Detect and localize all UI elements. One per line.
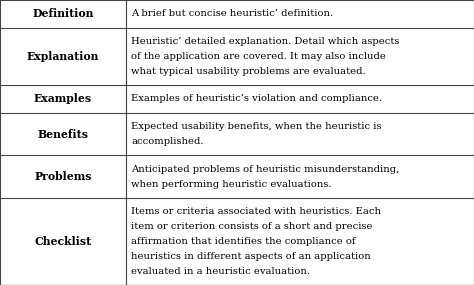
Text: accomplished.: accomplished. — [131, 137, 204, 146]
Text: Examples: Examples — [34, 93, 92, 105]
Text: Benefits: Benefits — [37, 129, 88, 140]
Text: Definition: Definition — [32, 8, 93, 19]
Text: Expected usability benefits, when the heuristic is: Expected usability benefits, when the he… — [131, 122, 382, 131]
Text: evaluated in a heuristic evaluation.: evaluated in a heuristic evaluation. — [131, 267, 310, 276]
Text: Problems: Problems — [34, 171, 91, 182]
Text: what typical usability problems are evaluated.: what typical usability problems are eval… — [131, 67, 366, 76]
Text: Anticipated problems of heuristic misunderstanding,: Anticipated problems of heuristic misund… — [131, 165, 400, 174]
Text: Explanation: Explanation — [27, 51, 99, 62]
Text: when performing heuristic evaluations.: when performing heuristic evaluations. — [131, 180, 332, 189]
Text: A brief but concise heuristic’ definition.: A brief but concise heuristic’ definitio… — [131, 9, 333, 18]
Text: heuristics in different aspects of an application: heuristics in different aspects of an ap… — [131, 252, 371, 261]
Text: Heuristic’ detailed explanation. Detail which aspects: Heuristic’ detailed explanation. Detail … — [131, 37, 400, 46]
Text: affirmation that identifies the compliance of: affirmation that identifies the complian… — [131, 237, 356, 246]
Text: item or criterion consists of a short and precise: item or criterion consists of a short an… — [131, 222, 373, 231]
Text: Items or criteria associated with heuristics. Each: Items or criteria associated with heuris… — [131, 207, 381, 216]
Text: Examples of heuristic’s violation and compliance.: Examples of heuristic’s violation and co… — [131, 94, 383, 103]
Text: Checklist: Checklist — [34, 236, 91, 247]
Text: of the application are covered. It may also include: of the application are covered. It may a… — [131, 52, 386, 61]
